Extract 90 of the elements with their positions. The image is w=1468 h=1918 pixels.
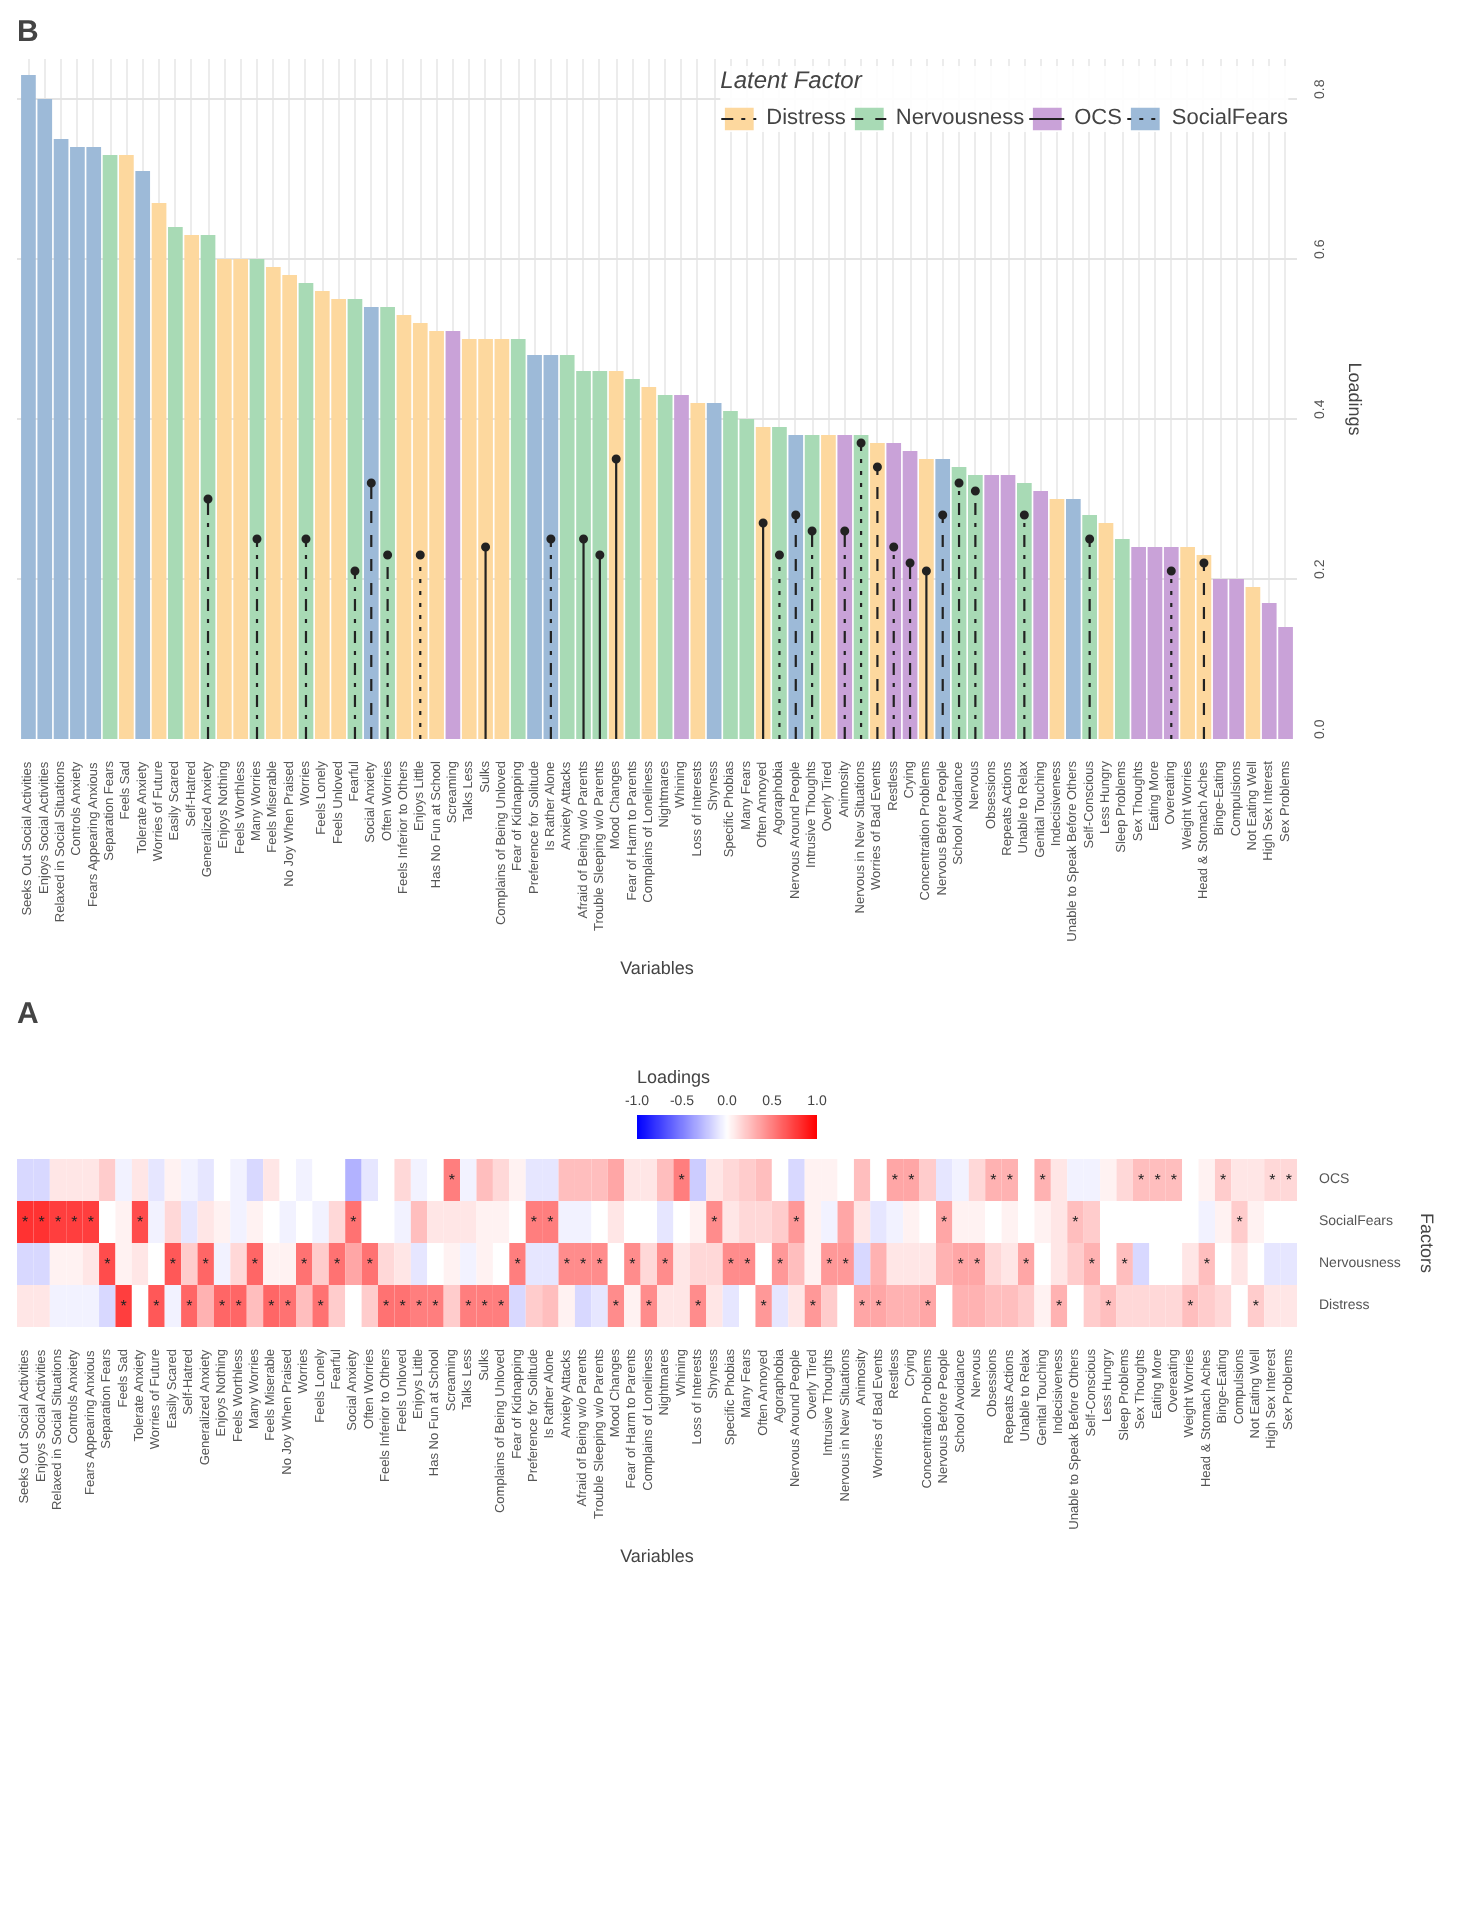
chart-title: B bbox=[17, 15, 39, 49]
data-label: * bbox=[87, 1213, 94, 1231]
data-label: * bbox=[1039, 1171, 1046, 1189]
data-label: * bbox=[415, 1297, 423, 1315]
data-label: * bbox=[1252, 1297, 1260, 1315]
data-label: * bbox=[760, 1297, 767, 1315]
data-label: * bbox=[809, 1297, 817, 1315]
data-label: * bbox=[1137, 1171, 1145, 1189]
data-label: * bbox=[1088, 1255, 1096, 1273]
data-label: * bbox=[1055, 1297, 1063, 1315]
data-label: * bbox=[448, 1171, 456, 1189]
data-label: * bbox=[645, 1297, 652, 1315]
data-label: * bbox=[563, 1255, 570, 1273]
data-label: * bbox=[202, 1255, 209, 1273]
data-label: * bbox=[104, 1255, 111, 1273]
color-bar-title: Loadings bbox=[637, 1067, 712, 1087]
legend-label: OCS bbox=[1074, 106, 1122, 130]
data-label: * bbox=[235, 1297, 242, 1315]
legend-title: Latent Factor bbox=[720, 66, 865, 94]
data-label: * bbox=[317, 1297, 324, 1315]
legend-label: SocialFears bbox=[1171, 106, 1288, 130]
data-label: * bbox=[859, 1297, 866, 1315]
y-axis-title: Factors bbox=[1416, 1212, 1437, 1275]
data-label: * bbox=[973, 1255, 981, 1273]
data-label: * bbox=[153, 1297, 160, 1315]
data-label: * bbox=[71, 1213, 78, 1231]
data-label: * bbox=[1154, 1171, 1161, 1189]
data-label: * bbox=[1121, 1255, 1128, 1273]
data-label: * bbox=[497, 1297, 505, 1315]
data-label: * bbox=[186, 1297, 193, 1315]
data-label: * bbox=[301, 1255, 308, 1273]
data-label: * bbox=[383, 1297, 390, 1315]
legend-label: Distress bbox=[766, 106, 846, 130]
data-label: * bbox=[547, 1213, 554, 1231]
data-label: * bbox=[169, 1255, 177, 1273]
data-label: * bbox=[530, 1213, 538, 1231]
data-label: * bbox=[793, 1213, 800, 1231]
data-label: * bbox=[251, 1255, 259, 1273]
data-label: * bbox=[366, 1255, 373, 1273]
data-label: * bbox=[481, 1297, 488, 1315]
data-label: * bbox=[399, 1297, 406, 1315]
data-label: * bbox=[136, 1213, 144, 1231]
data-label: * bbox=[120, 1297, 127, 1315]
data-label: * bbox=[941, 1213, 948, 1231]
chart-title: A bbox=[17, 997, 39, 1031]
data-label: * bbox=[22, 1213, 29, 1231]
data-label: * bbox=[694, 1297, 702, 1315]
data-label: * bbox=[1220, 1171, 1227, 1189]
data-label: * bbox=[1203, 1255, 1210, 1273]
data-label: * bbox=[891, 1171, 899, 1189]
data-label: * bbox=[727, 1255, 734, 1273]
data-label: * bbox=[432, 1297, 439, 1315]
data-label: * bbox=[1170, 1171, 1178, 1189]
data-label: * bbox=[1269, 1171, 1276, 1189]
data-label: * bbox=[776, 1255, 784, 1273]
data-label: * bbox=[465, 1297, 472, 1315]
data-label: * bbox=[957, 1255, 964, 1273]
data-label: * bbox=[678, 1171, 685, 1189]
data-label: * bbox=[268, 1297, 275, 1315]
data-label: * bbox=[990, 1171, 997, 1189]
data-label: * bbox=[54, 1213, 62, 1231]
legend-label: Nervousness bbox=[895, 106, 1025, 130]
data-label: * bbox=[38, 1213, 45, 1231]
data-label: * bbox=[1285, 1171, 1292, 1189]
data-label: * bbox=[333, 1255, 341, 1273]
data-label: * bbox=[744, 1255, 751, 1273]
data-label: * bbox=[629, 1255, 636, 1273]
data-label: * bbox=[350, 1213, 357, 1231]
data-label: * bbox=[514, 1255, 521, 1273]
data-label: * bbox=[1236, 1213, 1243, 1231]
data-label: * bbox=[826, 1255, 833, 1273]
data-label: * bbox=[924, 1297, 931, 1315]
data-label: * bbox=[1006, 1171, 1013, 1189]
x-axis-title: Variables bbox=[620, 1545, 695, 1566]
data-label: * bbox=[596, 1255, 603, 1273]
x-axis-title: Variables bbox=[620, 957, 695, 978]
data-label: * bbox=[1105, 1297, 1112, 1315]
data-label: * bbox=[875, 1297, 882, 1315]
data-label: * bbox=[662, 1255, 669, 1273]
data-label: * bbox=[1023, 1255, 1030, 1273]
data-label: * bbox=[219, 1297, 226, 1315]
y-axis-title: Loadings bbox=[1345, 362, 1365, 437]
data-label: * bbox=[612, 1297, 620, 1315]
data-label: * bbox=[908, 1171, 915, 1189]
data-label: * bbox=[580, 1255, 587, 1273]
data-label: * bbox=[1187, 1297, 1194, 1315]
data-label: * bbox=[842, 1255, 849, 1273]
data-label: * bbox=[711, 1213, 718, 1231]
data-label: * bbox=[1072, 1213, 1079, 1231]
data-label: * bbox=[284, 1297, 291, 1315]
